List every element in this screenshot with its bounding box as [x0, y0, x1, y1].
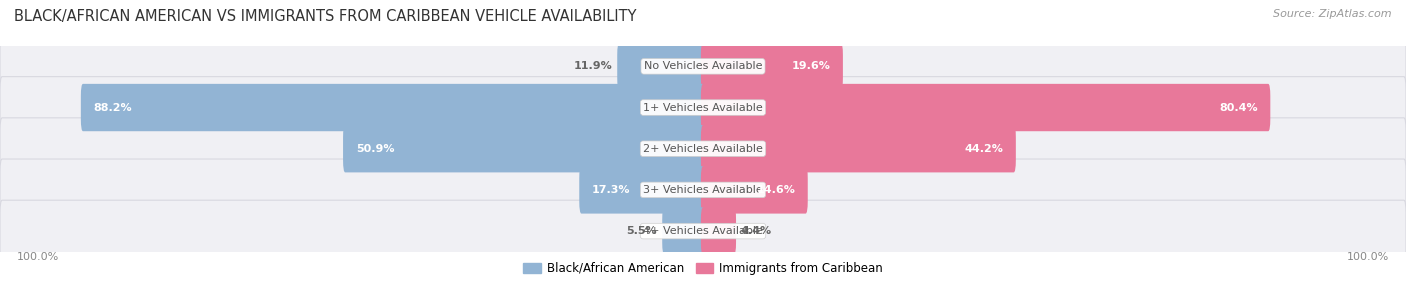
Text: 3+ Vehicles Available: 3+ Vehicles Available [643, 185, 763, 195]
FancyBboxPatch shape [617, 43, 706, 90]
Text: 1+ Vehicles Available: 1+ Vehicles Available [643, 103, 763, 112]
FancyBboxPatch shape [343, 125, 706, 172]
Text: 50.9%: 50.9% [356, 144, 394, 154]
Text: 19.6%: 19.6% [792, 61, 830, 71]
Text: 80.4%: 80.4% [1219, 103, 1257, 112]
Text: 88.2%: 88.2% [93, 103, 132, 112]
FancyBboxPatch shape [0, 159, 1406, 221]
Text: 17.3%: 17.3% [592, 185, 630, 195]
Text: 4+ Vehicles Available: 4+ Vehicles Available [643, 226, 763, 236]
Text: 14.6%: 14.6% [756, 185, 796, 195]
FancyBboxPatch shape [0, 35, 1406, 97]
FancyBboxPatch shape [662, 207, 706, 255]
FancyBboxPatch shape [579, 166, 706, 214]
FancyBboxPatch shape [700, 166, 807, 214]
Text: 100.0%: 100.0% [17, 253, 59, 262]
FancyBboxPatch shape [700, 84, 1271, 131]
FancyBboxPatch shape [700, 125, 1015, 172]
Text: 100.0%: 100.0% [1347, 253, 1389, 262]
FancyBboxPatch shape [82, 84, 704, 131]
Text: 5.5%: 5.5% [627, 226, 657, 236]
FancyBboxPatch shape [0, 200, 1406, 262]
Legend: Black/African American, Immigrants from Caribbean: Black/African American, Immigrants from … [520, 259, 886, 277]
FancyBboxPatch shape [700, 207, 737, 255]
FancyBboxPatch shape [700, 43, 844, 90]
Text: 44.2%: 44.2% [965, 144, 1004, 154]
FancyBboxPatch shape [0, 118, 1406, 180]
Text: 11.9%: 11.9% [574, 61, 613, 71]
Text: Source: ZipAtlas.com: Source: ZipAtlas.com [1274, 9, 1392, 19]
FancyBboxPatch shape [0, 77, 1406, 138]
Text: BLACK/AFRICAN AMERICAN VS IMMIGRANTS FROM CARIBBEAN VEHICLE AVAILABILITY: BLACK/AFRICAN AMERICAN VS IMMIGRANTS FRO… [14, 9, 637, 23]
Text: 2+ Vehicles Available: 2+ Vehicles Available [643, 144, 763, 154]
Text: 4.4%: 4.4% [741, 226, 772, 236]
Text: No Vehicles Available: No Vehicles Available [644, 61, 762, 71]
